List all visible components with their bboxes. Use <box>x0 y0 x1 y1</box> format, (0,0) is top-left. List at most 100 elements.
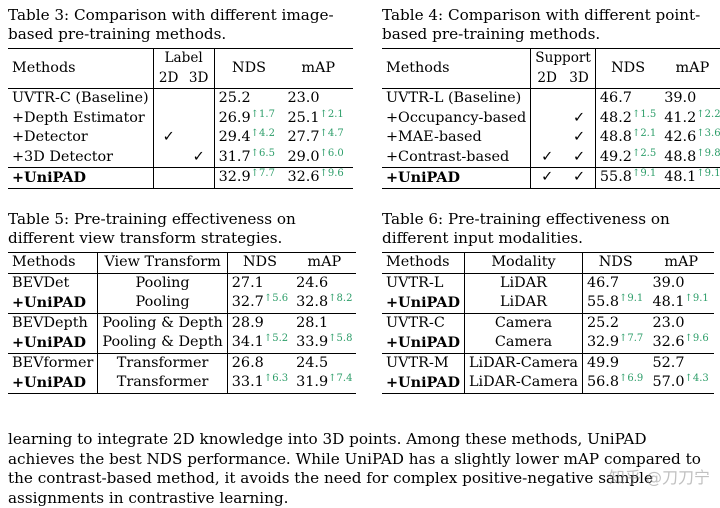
table-row: UVTR-M LiDAR-Camera 49.9 52.7 <box>382 352 714 373</box>
header-3d: 3D <box>563 68 596 89</box>
table-row: +Contrast-based ✓ ✓ 49.2↑2.5 48.8↑9.8 <box>382 147 720 168</box>
value-text: 55.8 <box>586 294 620 310</box>
value-cell: 48.8↑9.8 <box>660 148 720 168</box>
paper-page: Table 3: Comparison with different image… <box>8 6 720 507</box>
table-row: +Detector ✓ 29.4↑4.2 27.7↑4.7 <box>8 128 353 148</box>
method-cell: +UniPAD <box>382 333 465 353</box>
value-text: 46.7 <box>599 90 632 106</box>
delta-improvement: ↑2.1 <box>631 128 657 139</box>
value-text: 52.7 <box>652 354 685 371</box>
value-cell: 49.2↑2.5 <box>595 148 660 168</box>
table-4-grid: Methods Support NDS mAP 2D 3D UVTR-L (Baseline… <box>382 48 720 189</box>
value-cell: 25.2 <box>214 89 283 109</box>
delta-improvement: ↑4.3 <box>684 373 709 384</box>
table-4: Table 4: Comparison with different point… <box>382 6 720 189</box>
value-text: 34.1 <box>231 334 264 350</box>
table-4-caption: Table 4: Comparison with different point… <box>382 6 701 43</box>
method-cell: +UniPAD <box>8 167 154 189</box>
value-cell: 48.1↑9.1 <box>660 167 720 189</box>
delta-improvement: ↑9.1 <box>619 293 644 304</box>
header-group: Support <box>530 48 596 69</box>
table-5: Table 5: Pre-training effectiveness on d… <box>8 210 357 394</box>
check-3d-cell <box>563 88 596 109</box>
check-2d-cell: ✓ <box>162 129 175 145</box>
mid-cell: LiDAR-Camera <box>464 352 583 373</box>
method-cell: +Detector <box>8 128 154 148</box>
check-3d-cell <box>183 88 215 109</box>
table-row: UVTR-C Camera 25.2 23.0 <box>382 312 714 333</box>
header-2d: 2D <box>153 68 184 89</box>
delta-improvement: ↑2.1 <box>319 108 344 120</box>
check-2d-cell <box>153 109 183 129</box>
value-text: 27.7 <box>287 129 320 145</box>
value-cell: 39.0 <box>648 273 714 293</box>
table-3-grid: Methods Label NDS mAP 2D 3D UVTR-C (Baseline) 2… <box>8 48 353 189</box>
table-row: +UniPAD Pooling & Depth 34.1↑5.2 33.9↑5.8 <box>8 333 356 353</box>
value-text: 56.8 <box>586 374 620 390</box>
value-text: 39.0 <box>664 90 697 106</box>
value-cell: 32.7↑5.6 <box>227 293 292 313</box>
value-text: 33.1 <box>231 374 264 390</box>
table-row-final: +UniPAD 32.9↑7.7 32.6↑9.6 <box>8 167 353 189</box>
table-row: +UniPAD Camera 32.9↑7.7 32.6↑9.6 <box>382 333 714 353</box>
mid-cell: Transformer <box>97 373 228 394</box>
header-nds: NDS <box>214 48 284 89</box>
value-cell: 25.1↑2.1 <box>283 109 353 129</box>
value-text: 48.8 <box>664 148 697 165</box>
header-group: Label <box>153 48 215 69</box>
table-row: UVTR-L (Baseline) 46.7 39.0 <box>382 88 720 109</box>
value-cell: 31.9↑7.4 <box>292 373 357 394</box>
value-cell: 52.7 <box>648 352 714 373</box>
delta-improvement: ↑9.8 <box>696 147 720 159</box>
value-cell: 32.8↑8.2 <box>292 293 356 313</box>
table-row: UVTR-C (Baseline) 25.2 23.0 <box>8 88 353 109</box>
delta-improvement: ↑3.6 <box>696 128 720 139</box>
table-6-grid: Methods Modality NDS mAP UVTR-L LiDAR 46.7 39.0… <box>382 252 714 394</box>
delta-improvement: ↑6.0 <box>319 147 344 159</box>
check-3d-cell: ✓ <box>183 147 215 168</box>
header-mid: Modality <box>464 252 583 274</box>
value-cell: 26.9↑1.7 <box>214 109 283 129</box>
value-cell: 28.1 <box>292 312 357 333</box>
method-cell: BEVDepth <box>8 312 99 333</box>
value-text: 48.1 <box>664 169 697 185</box>
delta-improvement: ↑9.1 <box>631 168 657 179</box>
delta-improvement: ↑5.2 <box>263 333 289 344</box>
table-row: BEVformer Transformer 26.8 24.5 <box>8 352 357 373</box>
check-3d-cell <box>183 108 215 128</box>
delta-improvement: ↑5.8 <box>328 333 353 344</box>
method-cell: UVTR-C (Baseline) <box>8 88 154 109</box>
table-5-caption: Table 5: Pre-training effectiveness on d… <box>8 210 296 247</box>
value-text: 28.1 <box>296 314 329 331</box>
value-cell: 42.6↑3.6 <box>660 128 720 148</box>
value-cell: 46.7 <box>582 273 648 293</box>
delta-improvement: ↑6.9 <box>619 373 644 384</box>
method-cell: UVTR-M <box>382 352 465 373</box>
value-text: 39.0 <box>652 274 685 291</box>
delta-improvement: ↑2.5 <box>631 147 657 159</box>
check-2d-cell: ✓ <box>530 167 564 189</box>
value-text: 24.5 <box>296 354 329 371</box>
mid-cell: Transformer <box>97 352 228 373</box>
header-methods: Methods <box>382 48 532 89</box>
value-text: 31.9 <box>296 374 329 390</box>
value-text: 48.2 <box>599 109 632 126</box>
value-cell: 27.7↑4.7 <box>283 128 353 148</box>
method-cell: BEVformer <box>8 352 99 373</box>
method-cell: +UniPAD <box>8 373 99 394</box>
value-text: 49.9 <box>586 354 620 371</box>
mid-cell: Pooling & Depth <box>97 333 228 353</box>
value-cell: 23.0 <box>648 312 714 333</box>
check-2d-cell <box>153 148 183 168</box>
header-mid: View Transform <box>97 252 228 274</box>
value-text: 32.6 <box>652 334 685 350</box>
delta-improvement: ↑9.1 <box>696 168 720 179</box>
delta-improvement: ↑7.7 <box>619 333 644 344</box>
value-cell: 32.9↑7.7 <box>214 167 284 189</box>
value-text: 26.8 <box>231 354 264 371</box>
value-text: 57.0 <box>652 374 685 390</box>
value-cell: 29.0↑6.0 <box>283 148 353 168</box>
value-cell: 48.1↑9.1 <box>648 293 714 313</box>
method-cell: BEVDet <box>8 273 99 293</box>
header-3d: 3D <box>183 68 215 89</box>
